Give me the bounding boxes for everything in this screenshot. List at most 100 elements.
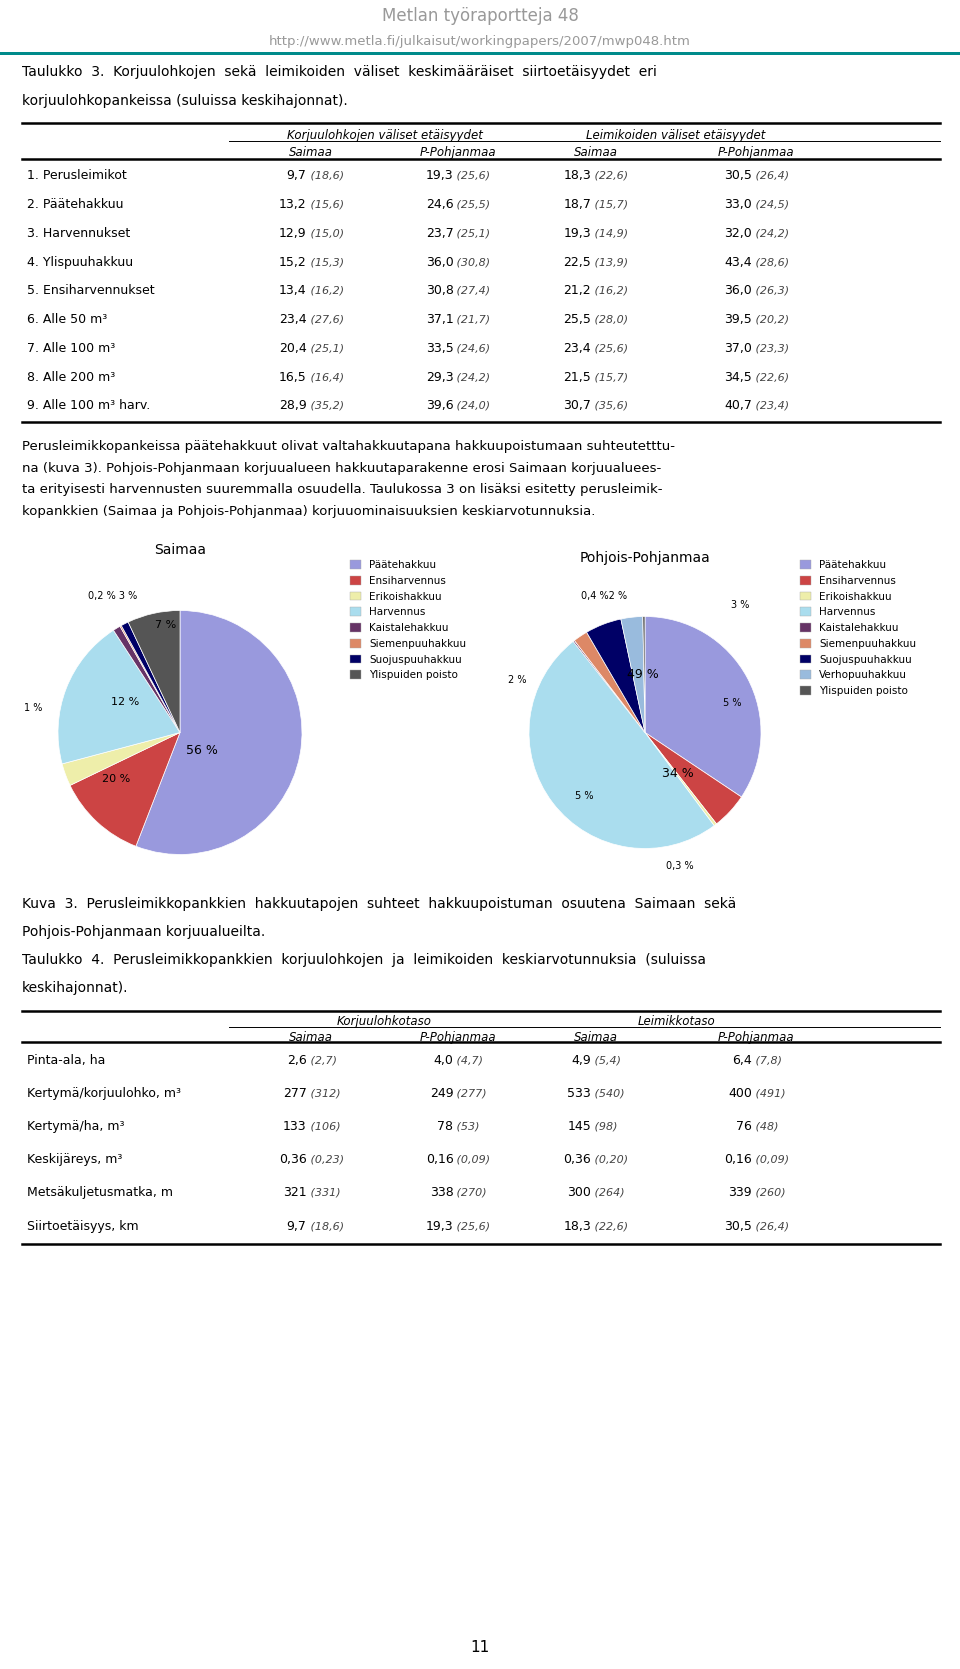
Text: (264): (264) bbox=[591, 1188, 625, 1198]
Text: na (kuva 3). Pohjois-Pohjanmaan korjuualueen hakkuutaparakenne erosi Saimaan kor: na (kuva 3). Pohjois-Pohjanmaan korjuual… bbox=[22, 462, 661, 474]
Text: (26,4): (26,4) bbox=[752, 1222, 789, 1232]
Wedge shape bbox=[645, 733, 741, 824]
Wedge shape bbox=[587, 619, 645, 733]
Wedge shape bbox=[621, 616, 645, 733]
Text: 4. Ylispuuhakkuu: 4. Ylispuuhakkuu bbox=[27, 255, 132, 269]
Text: (13,9): (13,9) bbox=[591, 257, 628, 267]
Text: (4,7): (4,7) bbox=[453, 1055, 484, 1065]
Text: (35,6): (35,6) bbox=[591, 401, 628, 411]
Text: (0,20): (0,20) bbox=[591, 1155, 628, 1165]
Wedge shape bbox=[120, 626, 180, 733]
Text: 56 %: 56 % bbox=[186, 744, 218, 758]
Text: 6,4: 6,4 bbox=[732, 1053, 752, 1066]
Text: 8. Alle 200 m³: 8. Alle 200 m³ bbox=[27, 371, 115, 384]
Text: 23,4: 23,4 bbox=[564, 342, 591, 355]
Text: 9,7: 9,7 bbox=[287, 1220, 306, 1233]
Text: 19,3: 19,3 bbox=[564, 227, 591, 240]
Wedge shape bbox=[643, 616, 645, 733]
Text: (28,6): (28,6) bbox=[752, 257, 789, 267]
Text: (16,4): (16,4) bbox=[306, 372, 344, 382]
Text: Pinta-ala, ha: Pinta-ala, ha bbox=[27, 1053, 105, 1066]
Text: 249: 249 bbox=[430, 1087, 453, 1100]
Text: 5 %: 5 % bbox=[575, 791, 594, 801]
Text: 23,7: 23,7 bbox=[425, 227, 453, 240]
Text: Taulukko  3.  Korjuulohkojen  sekä  leimikoiden  väliset  keskimääräiset  siirto: Taulukko 3. Korjuulohkojen sekä leimikoi… bbox=[22, 65, 657, 78]
Text: 21,2: 21,2 bbox=[564, 284, 591, 297]
Text: 78: 78 bbox=[438, 1120, 453, 1133]
Text: (25,1): (25,1) bbox=[453, 229, 491, 239]
Legend: Päätehakkuu, Ensiharvennus, Erikoishakkuu, Harvennus, Kaistalehakkuu, Siemenpuuh: Päätehakkuu, Ensiharvennus, Erikoishakku… bbox=[801, 561, 916, 696]
Text: (26,3): (26,3) bbox=[752, 285, 789, 295]
Text: 30,7: 30,7 bbox=[564, 399, 591, 412]
Text: korjuulohkopankeissa (suluissa keskihajonnat).: korjuulohkopankeissa (suluissa keskihajo… bbox=[22, 93, 348, 108]
Text: (24,0): (24,0) bbox=[453, 401, 491, 411]
Text: 33,0: 33,0 bbox=[724, 199, 752, 212]
Text: 9. Alle 100 m³ harv.: 9. Alle 100 m³ harv. bbox=[27, 399, 150, 412]
Text: 0,16: 0,16 bbox=[425, 1153, 453, 1167]
Text: (28,0): (28,0) bbox=[591, 315, 628, 325]
Text: 43,4: 43,4 bbox=[724, 255, 752, 269]
Text: (24,5): (24,5) bbox=[752, 200, 789, 210]
Text: (27,4): (27,4) bbox=[453, 285, 491, 295]
Text: 15,2: 15,2 bbox=[278, 255, 306, 269]
Text: (24,2): (24,2) bbox=[752, 229, 789, 239]
Text: 12 %: 12 % bbox=[111, 698, 139, 708]
Text: (26,4): (26,4) bbox=[752, 170, 789, 180]
Wedge shape bbox=[573, 641, 645, 733]
Text: Leimikkotaso: Leimikkotaso bbox=[637, 1015, 715, 1028]
Text: Kertymä/ha, m³: Kertymä/ha, m³ bbox=[27, 1120, 124, 1133]
Text: 34 %: 34 % bbox=[661, 766, 693, 779]
Wedge shape bbox=[128, 611, 180, 733]
Text: 3 %: 3 % bbox=[731, 599, 750, 609]
Text: (25,1): (25,1) bbox=[306, 344, 344, 354]
Title: Pohjois-Pohjanmaa: Pohjois-Pohjanmaa bbox=[580, 551, 710, 564]
Text: (0,23): (0,23) bbox=[306, 1155, 344, 1165]
Text: 0,36: 0,36 bbox=[564, 1153, 591, 1167]
Text: 32,0: 32,0 bbox=[724, 227, 752, 240]
Text: 7 %: 7 % bbox=[155, 621, 176, 631]
Text: (14,9): (14,9) bbox=[591, 229, 628, 239]
Text: 7. Alle 100 m³: 7. Alle 100 m³ bbox=[27, 342, 115, 355]
Text: (5,4): (5,4) bbox=[591, 1055, 621, 1065]
Text: Taulukko  4.  Perusleimikkopankkien  korjuulohkojen  ja  leimikoiden  keskiarvot: Taulukko 4. Perusleimikkopankkien korjuu… bbox=[22, 953, 706, 966]
Text: 5 %: 5 % bbox=[723, 699, 741, 709]
Text: 1. Perusleimikot: 1. Perusleimikot bbox=[27, 169, 127, 182]
Text: (277): (277) bbox=[453, 1088, 487, 1098]
Text: 4,0: 4,0 bbox=[434, 1053, 453, 1066]
Text: 339: 339 bbox=[729, 1187, 752, 1200]
Text: 0,16: 0,16 bbox=[724, 1153, 752, 1167]
Text: 40,7: 40,7 bbox=[724, 399, 752, 412]
Text: (15,3): (15,3) bbox=[306, 257, 344, 267]
Text: 533: 533 bbox=[567, 1087, 591, 1100]
Text: 34,5: 34,5 bbox=[724, 371, 752, 384]
Text: (540): (540) bbox=[591, 1088, 625, 1098]
Text: (25,6): (25,6) bbox=[453, 170, 491, 180]
Text: P-Pohjanmaa: P-Pohjanmaa bbox=[420, 1031, 496, 1045]
Text: 277: 277 bbox=[282, 1087, 306, 1100]
Text: (260): (260) bbox=[752, 1188, 785, 1198]
Title: Saimaa: Saimaa bbox=[154, 542, 206, 557]
Wedge shape bbox=[58, 631, 180, 764]
Text: (0,09): (0,09) bbox=[752, 1155, 789, 1165]
Text: keskihajonnat).: keskihajonnat). bbox=[22, 981, 129, 995]
Text: (16,2): (16,2) bbox=[591, 285, 628, 295]
Text: 24,6: 24,6 bbox=[426, 199, 453, 212]
Wedge shape bbox=[574, 633, 645, 733]
Text: 1 %: 1 % bbox=[24, 703, 43, 713]
Text: 0,36: 0,36 bbox=[278, 1153, 306, 1167]
Text: Keskijäreys, m³: Keskijäreys, m³ bbox=[27, 1153, 122, 1167]
Text: Leimikoiden väliset etäisyydet: Leimikoiden väliset etäisyydet bbox=[587, 129, 766, 142]
Text: 25,5: 25,5 bbox=[564, 314, 591, 325]
Text: (35,2): (35,2) bbox=[306, 401, 344, 411]
Text: Metlan työraportteja 48: Metlan työraportteja 48 bbox=[381, 7, 579, 25]
Wedge shape bbox=[62, 733, 180, 786]
Text: (0,09): (0,09) bbox=[453, 1155, 491, 1165]
Text: Saimaa: Saimaa bbox=[574, 145, 617, 159]
Text: 37,0: 37,0 bbox=[724, 342, 752, 355]
Wedge shape bbox=[645, 616, 761, 798]
Text: Kuva  3.  Perusleimikkopankkien  hakkuutapojen  suhteet  hakkuupoistuman  osuute: Kuva 3. Perusleimikkopankkien hakkuutapo… bbox=[22, 898, 736, 911]
Text: 145: 145 bbox=[567, 1120, 591, 1133]
Text: 39,6: 39,6 bbox=[426, 399, 453, 412]
Wedge shape bbox=[113, 626, 180, 733]
Text: 37,1: 37,1 bbox=[425, 314, 453, 325]
